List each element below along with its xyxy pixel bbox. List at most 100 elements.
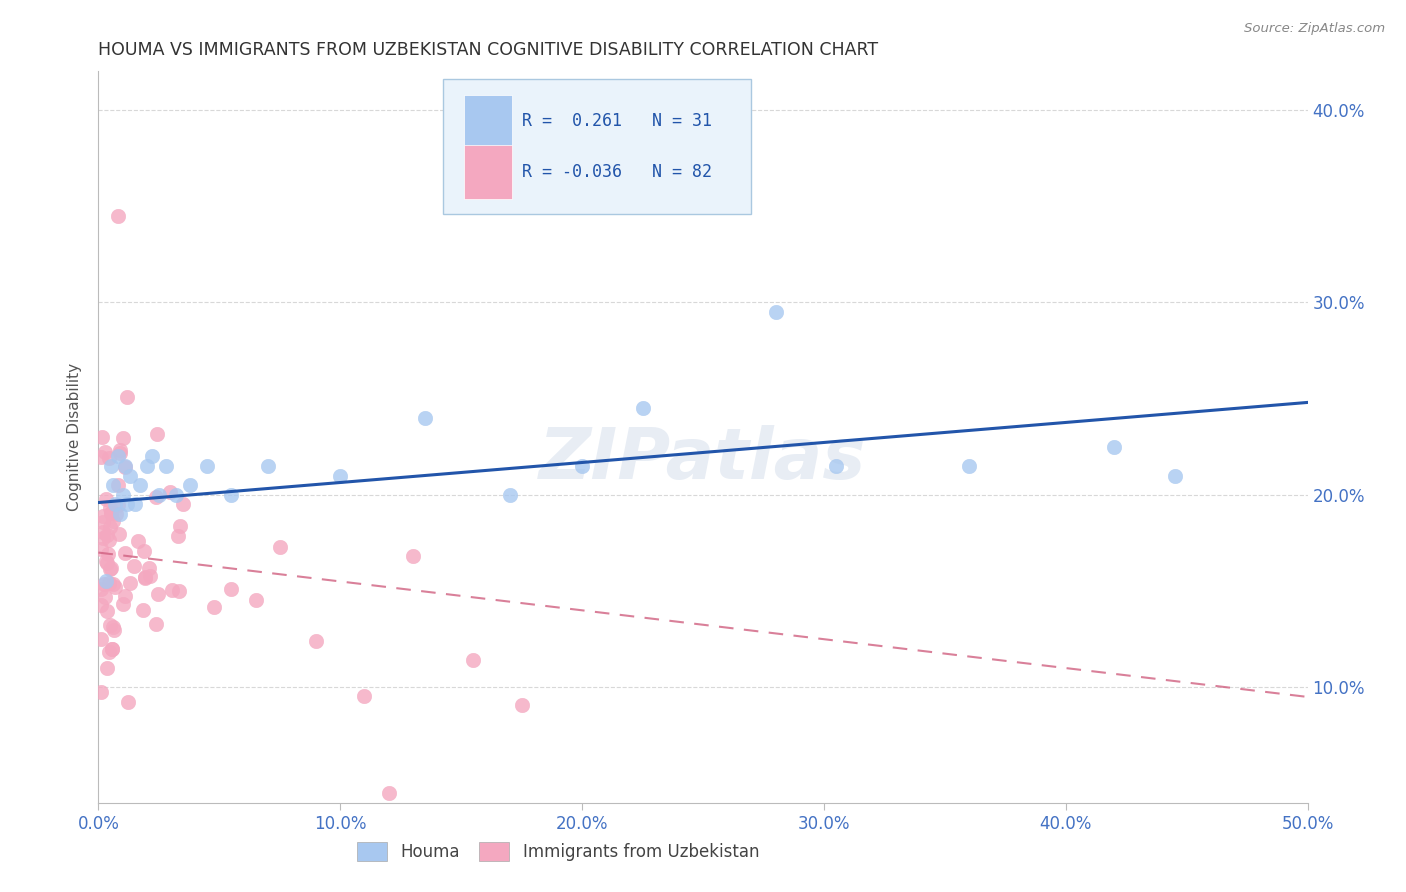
Point (100, 506, 122, 520)
Point (97, 450, 120, 465)
Point (100, 506, 122, 520)
Point (93, 577, 115, 591)
Point (97, 547, 120, 561)
Point (256, 458, 278, 473)
Point (145, 490, 167, 504)
Point (91, 508, 114, 523)
Point (135, 458, 157, 473)
Point (96, 553, 118, 567)
Point (413, 410, 436, 425)
FancyBboxPatch shape (464, 145, 512, 200)
Point (90, 582, 112, 597)
Point (110, 445, 132, 459)
Point (112, 431, 135, 445)
Point (101, 514, 124, 528)
Point (631, 401, 654, 416)
Point (134, 571, 156, 585)
Point (510, 698, 533, 712)
Point (825, 458, 848, 473)
Point (138, 560, 160, 574)
Point (162, 583, 184, 598)
Point (172, 498, 194, 512)
Point (96, 528, 118, 542)
Point (90, 541, 112, 556)
Point (94, 574, 117, 589)
Point (155, 458, 177, 473)
Point (98, 519, 121, 533)
Point (115, 390, 138, 404)
Point (1163, 468, 1185, 483)
FancyBboxPatch shape (464, 95, 512, 150)
Point (245, 593, 267, 607)
Point (114, 460, 136, 475)
Point (91, 429, 114, 443)
Point (90, 599, 112, 613)
Point (93, 590, 115, 604)
Point (122, 559, 145, 574)
Point (1102, 440, 1125, 454)
Text: ZIPatlas: ZIPatlas (540, 425, 866, 493)
Point (329, 468, 352, 483)
Legend: Houma, Immigrants from Uzbekistan: Houma, Immigrants from Uzbekistan (350, 835, 766, 868)
Point (96, 556, 118, 570)
Point (98, 562, 121, 576)
Point (108, 443, 131, 458)
Point (90, 632, 112, 646)
Point (305, 634, 328, 648)
Point (114, 458, 136, 473)
Point (93, 524, 115, 539)
Point (124, 498, 146, 512)
Point (957, 458, 980, 473)
Point (141, 450, 163, 464)
Point (103, 620, 125, 634)
Point (111, 488, 134, 502)
Point (111, 597, 134, 611)
Point (107, 450, 129, 464)
Point (103, 623, 125, 637)
Point (94, 445, 117, 459)
Point (90, 685, 112, 699)
Point (169, 583, 191, 598)
Point (108, 507, 131, 521)
Point (146, 427, 169, 442)
Point (145, 617, 167, 632)
Point (167, 529, 190, 543)
Point (139, 569, 162, 583)
Point (100, 560, 122, 574)
Text: HOUMA VS IMMIGRANTS FROM UZBEKISTAN COGNITIVE DISABILITY CORRELATION CHART: HOUMA VS IMMIGRANTS FROM UZBEKISTAN COGN… (98, 41, 879, 59)
Point (195, 458, 218, 473)
Point (101, 478, 124, 492)
Text: Source: ZipAtlas.com: Source: ZipAtlas.com (1244, 22, 1385, 36)
Point (105, 508, 128, 522)
Point (159, 484, 181, 499)
Point (104, 580, 127, 594)
Point (91, 531, 114, 545)
Point (117, 498, 139, 512)
Point (169, 519, 191, 533)
Point (377, 786, 399, 800)
Point (118, 575, 141, 590)
Point (98, 618, 121, 632)
Point (117, 695, 139, 709)
Point (94, 491, 117, 506)
Point (114, 589, 136, 603)
Point (221, 582, 243, 596)
Point (765, 305, 787, 319)
Point (118, 468, 141, 483)
Point (498, 488, 520, 502)
Point (101, 577, 124, 591)
Point (91, 515, 114, 529)
Text: R =  0.261   N = 31: R = 0.261 N = 31 (522, 112, 711, 130)
Point (100, 458, 122, 473)
Point (98, 576, 121, 591)
Point (353, 690, 375, 704)
Point (96, 605, 118, 619)
Point (108, 526, 131, 541)
Point (132, 602, 155, 616)
Point (179, 478, 201, 492)
Point (107, 498, 129, 512)
Point (107, 209, 129, 223)
Point (221, 488, 243, 502)
Point (204, 600, 226, 615)
Point (101, 641, 124, 656)
